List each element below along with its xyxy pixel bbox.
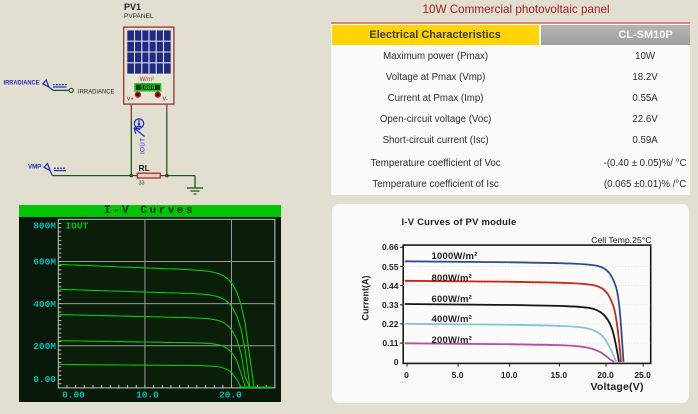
svg-text:600M: 600M	[33, 256, 56, 267]
svg-text:200M: 200M	[33, 341, 56, 352]
svg-text:V+: V+	[127, 97, 134, 103]
svg-text:RL: RL	[139, 163, 150, 173]
svg-text:800M: 800M	[33, 220, 56, 231]
svg-text:33: 33	[139, 181, 145, 187]
svg-text:IOUT: IOUT	[65, 220, 88, 231]
svg-text:PVPANEL: PVPANEL	[124, 13, 154, 20]
svg-text:W/m²: W/m²	[140, 77, 154, 83]
svg-text:PV1: PV1	[124, 2, 141, 12]
svg-text:400M: 400M	[33, 299, 56, 310]
svg-text:1000: 1000	[140, 85, 156, 92]
svg-text:IRRADIANCE: IRRADIANCE	[4, 79, 40, 86]
svg-text:10.0: 10.0	[136, 389, 159, 400]
svg-text:0.00: 0.00	[62, 389, 85, 400]
svg-text:VMP: VMP	[28, 163, 41, 170]
svg-text:V-: V-	[163, 97, 168, 103]
svg-text:IOUT: IOUT	[140, 138, 147, 154]
svg-text:IRRADIANCE: IRRADIANCE	[78, 89, 115, 96]
svg-text:0.00: 0.00	[33, 374, 56, 385]
svg-text:20.0: 20.0	[219, 389, 242, 400]
